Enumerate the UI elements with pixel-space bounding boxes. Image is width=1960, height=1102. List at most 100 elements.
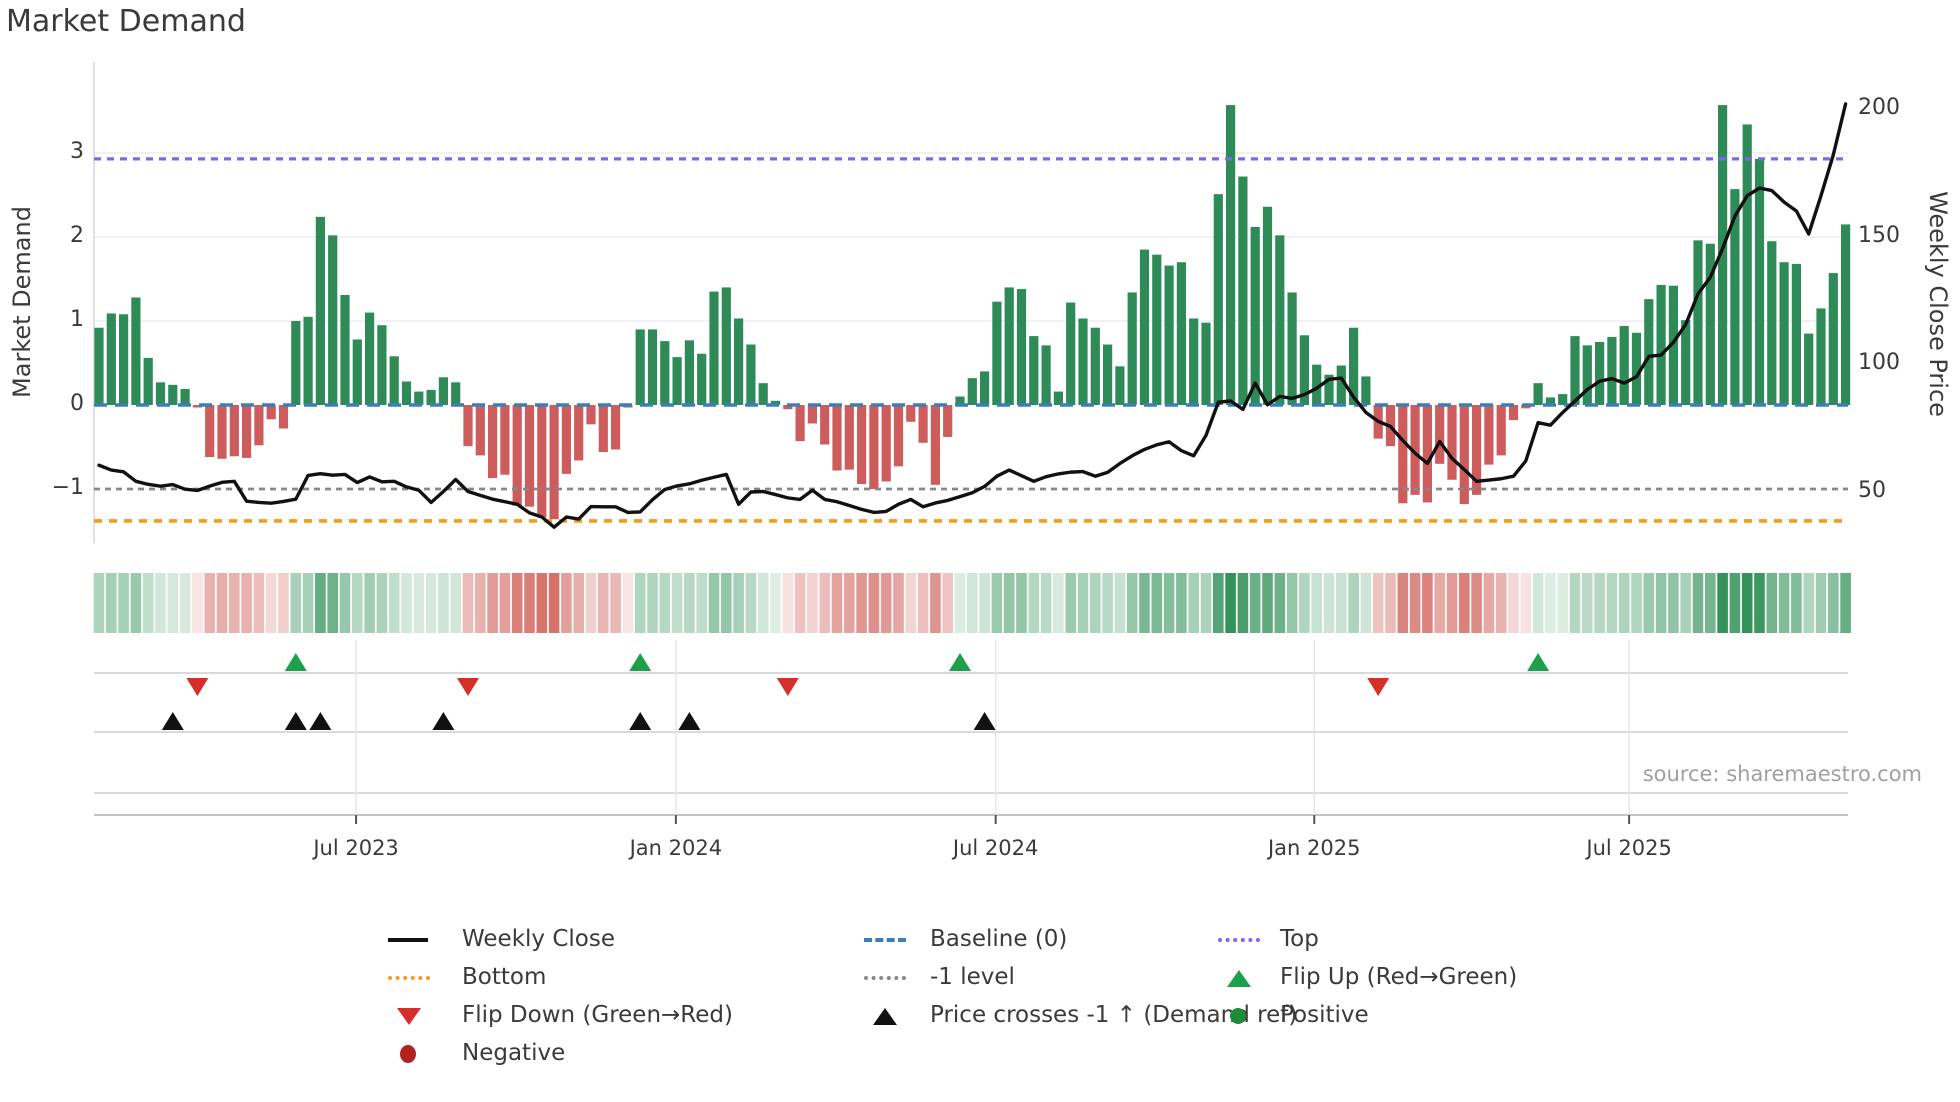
heatmap-cell xyxy=(745,573,757,633)
heatmap-cell xyxy=(954,573,966,633)
y-tick-label: −1 xyxy=(51,475,84,500)
demand-bar xyxy=(561,405,571,474)
demand-bar xyxy=(463,405,473,447)
heatmap-cell xyxy=(487,573,498,633)
heatmap-cell xyxy=(524,573,535,633)
demand-bar xyxy=(229,405,239,457)
demand-bar xyxy=(832,405,842,471)
heatmap-cell xyxy=(1717,573,1728,633)
demand-bar xyxy=(1016,289,1027,405)
heatmap-cell xyxy=(1274,573,1286,633)
top-dotted-icon xyxy=(1218,938,1260,942)
heatmap-cell xyxy=(1139,573,1150,633)
demand-bar xyxy=(647,329,658,405)
demand-bar xyxy=(598,405,608,453)
weekly-close-line xyxy=(97,102,1848,529)
x-tick-label: Jul 2025 xyxy=(1586,836,1672,860)
price-cross-marker xyxy=(432,712,455,730)
demand-bar xyxy=(1459,405,1469,505)
heatmap-cell xyxy=(1163,573,1175,633)
heatmap-cell xyxy=(339,573,351,633)
demand-bar xyxy=(1201,322,1211,405)
heatmap-cell xyxy=(844,573,855,633)
demand-bar xyxy=(1287,292,1297,405)
demand-bar xyxy=(254,405,264,446)
heatmap-cell xyxy=(1434,573,1445,633)
heatmap-cell xyxy=(130,573,142,633)
demand-bar xyxy=(844,405,854,470)
heatmap-cell xyxy=(1397,573,1409,633)
heatmap-cell xyxy=(1065,573,1076,633)
price-cross-marker xyxy=(284,712,307,730)
bottom-dotted-icon xyxy=(388,976,430,980)
flip-down-marker xyxy=(186,678,209,696)
heatmap-cell xyxy=(1557,573,1568,633)
y-tick-label: 1 xyxy=(70,307,84,332)
heatmap-cell xyxy=(1114,573,1126,633)
heatmap-cell xyxy=(634,573,646,633)
heatmap-cell xyxy=(880,573,892,633)
heatmap-cell xyxy=(917,573,929,633)
demand-bar xyxy=(1558,394,1568,405)
positive-circle-icon xyxy=(1230,1008,1246,1024)
demand-bar xyxy=(820,405,830,445)
heatmap-cell xyxy=(647,573,658,633)
demand-bar xyxy=(857,405,867,484)
demand-bar xyxy=(155,382,166,405)
demand-bar xyxy=(426,389,436,405)
demand-bar xyxy=(1472,405,1482,495)
demand-bar xyxy=(1730,189,1740,405)
y-tick-label: 3 xyxy=(70,139,84,164)
heatmap-cell xyxy=(696,573,707,633)
demand-bar xyxy=(1681,320,1691,405)
flip-up-marker xyxy=(1527,653,1550,671)
demand-bar xyxy=(1828,273,1838,405)
heatmap-cell xyxy=(585,573,597,633)
heatmap-cell xyxy=(1077,573,1089,633)
demand-bar xyxy=(1139,249,1150,405)
baseline-dashed-icon xyxy=(864,938,906,942)
demand-bar xyxy=(512,405,522,506)
heatmap-cell xyxy=(1237,573,1249,633)
heatmap-cell xyxy=(401,573,412,633)
heatmap-cell xyxy=(438,573,449,633)
heatmap-cell xyxy=(1729,573,1741,633)
demand-bar xyxy=(1582,345,1592,405)
heatmap-cell xyxy=(1569,573,1581,633)
demand-bar xyxy=(303,316,313,405)
heatmap-cell xyxy=(1040,573,1052,633)
demand-bar xyxy=(1275,235,1285,405)
demand-bar xyxy=(1066,302,1076,405)
heatmap-cell xyxy=(1754,573,1765,633)
price-cross-marker xyxy=(161,712,184,730)
heatmap-cell xyxy=(1336,573,1347,633)
heatmap-cell xyxy=(475,573,486,633)
minus-one-dotted-icon xyxy=(864,976,906,980)
demand-bar xyxy=(1238,176,1248,405)
demand-bar xyxy=(980,371,990,405)
demand-bar xyxy=(1262,206,1273,405)
legend-label: -1 level xyxy=(930,964,1015,990)
heatmap-cell xyxy=(1213,573,1224,633)
price-cross-marker xyxy=(678,712,701,730)
legend-label: Positive xyxy=(1280,1002,1369,1028)
demand-bar xyxy=(1189,318,1199,405)
demand-bar xyxy=(1053,391,1063,405)
heatmap-cell xyxy=(782,573,794,633)
heatmap-cell xyxy=(241,573,252,633)
demand-bar xyxy=(205,405,215,458)
heatmap-cell xyxy=(1582,573,1593,633)
y2-tick-label: 100 xyxy=(1858,350,1900,375)
heatmap-cell xyxy=(1090,573,1101,633)
y-tick-label: 2 xyxy=(70,223,84,248)
heatmap-cell xyxy=(155,573,166,633)
heatmap-cell xyxy=(179,573,191,633)
demand-bar xyxy=(168,384,178,405)
heatmap-cell xyxy=(561,573,572,633)
demand-bar xyxy=(1324,374,1334,405)
heatmap-cell xyxy=(106,573,117,633)
heatmap-cell xyxy=(856,573,867,633)
heatmap-cell xyxy=(1766,573,1778,633)
heatmap-cell xyxy=(659,573,671,633)
